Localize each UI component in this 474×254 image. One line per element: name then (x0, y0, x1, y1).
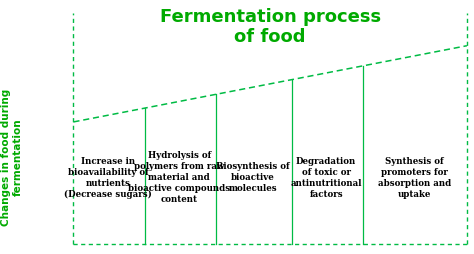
Text: Changes in food during
fermentation: Changes in food during fermentation (0, 89, 23, 226)
Text: Degradation
of toxic or
antinutritional
factors: Degradation of toxic or antinutritional … (291, 157, 362, 199)
Text: Biosynthesis of
bioactive
molecules: Biosynthesis of bioactive molecules (216, 162, 290, 193)
Text: Increase in
bioavailability of
nutrients
(Decrease sugars): Increase in bioavailability of nutrients… (64, 156, 152, 199)
Text: Hydrolysis of
polymers from raw
material and
bioactive compounds
content: Hydrolysis of polymers from raw material… (128, 151, 230, 204)
Text: Fermentation process
of food: Fermentation process of food (160, 8, 381, 46)
Text: Synthesis of
promoters for
absorption and
uptake: Synthesis of promoters for absorption an… (378, 157, 451, 199)
